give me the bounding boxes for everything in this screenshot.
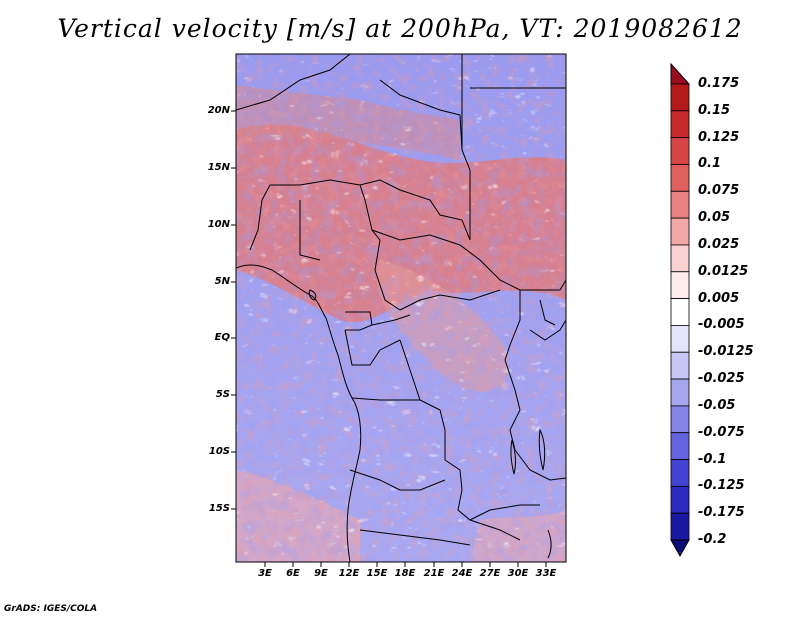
- lat-label: EQ: [214, 332, 230, 343]
- lon-label: 33E: [535, 568, 557, 579]
- lon-label: 30E: [507, 568, 529, 579]
- colorbar-segment: [670, 190, 690, 219]
- colorbar-segment: [670, 325, 690, 353]
- colorbar-label: -0.05: [698, 397, 736, 413]
- colorbar-segment: [670, 217, 690, 246]
- lon-label: 6E: [286, 568, 300, 579]
- lat-label: 10N: [207, 219, 230, 230]
- lon-label: 9E: [314, 568, 328, 579]
- map-frame: [235, 53, 567, 563]
- lon-label: 21E: [423, 568, 445, 579]
- colorbar-segment: [670, 244, 690, 273]
- colorbar-label: 0.005: [698, 290, 740, 306]
- colorbar-segment: [670, 405, 690, 434]
- axis-ticks: [231, 110, 547, 567]
- colorbar-label: -0.175: [698, 505, 745, 521]
- velocity-field: [236, 54, 566, 562]
- lat-label: 5S: [215, 389, 230, 400]
- lon-label: 18E: [394, 568, 416, 579]
- colorbar-segment: [670, 512, 690, 541]
- colorbar-label: -0.005: [698, 317, 745, 333]
- colorbar-segment: [670, 137, 690, 165]
- lat-label: 15N: [207, 162, 230, 173]
- lon-label: 24E: [451, 568, 473, 579]
- colorbar-segment: [670, 459, 690, 487]
- colorbar-segment: [670, 485, 690, 514]
- colorbar-label: -0.075: [698, 424, 745, 440]
- colorbar-segment: [670, 432, 690, 460]
- colorbar-segment: [670, 351, 690, 380]
- lat-label: 15S: [208, 503, 230, 514]
- lon-label: 15E: [366, 568, 388, 579]
- chart-title: Vertical velocity [m/s] at 200hPa, VT: 2…: [57, 14, 743, 43]
- colorbar-label: -0.025: [698, 371, 745, 387]
- colorbar-label: 0.175: [698, 76, 740, 91]
- colorbar-label: -0.1: [698, 451, 727, 467]
- colorbar-segment: [670, 271, 690, 299]
- lat-label: 10S: [208, 446, 230, 457]
- colorbar-segment: [670, 83, 690, 112]
- colorbar: [670, 62, 691, 558]
- colorbar-label: 0.075: [698, 183, 740, 199]
- lon-label: 3E: [258, 568, 272, 579]
- colorbar-label: 0.125: [698, 129, 740, 145]
- footer-credit: GrADS: IGES/COLA: [4, 604, 98, 614]
- colorbar-segment: [670, 298, 690, 326]
- country-borders: [236, 54, 566, 562]
- colorbar-label: -0.0125: [698, 344, 754, 360]
- colorbar-segment: [670, 378, 690, 407]
- colorbar-segment: [670, 164, 690, 192]
- colorbar-label: 0.0125: [698, 263, 749, 279]
- colorbar-bottom-arrow: [670, 539, 690, 558]
- colorbar-top-arrow: [670, 62, 691, 85]
- colorbar-label: 0.025: [698, 236, 740, 252]
- colorbar-label: 0.1: [698, 156, 722, 172]
- lon-label: 12E: [338, 568, 360, 579]
- lon-label: 27E: [479, 568, 501, 579]
- colorbar-segment: [670, 110, 690, 139]
- lat-label: 20N: [207, 105, 230, 116]
- colorbar-label: -0.2: [698, 532, 727, 547]
- lat-label: 5N: [214, 276, 230, 287]
- colorbar-label: 0.15: [698, 102, 731, 118]
- colorbar-label: 0.05: [698, 210, 731, 226]
- colorbar-label: -0.125: [698, 478, 745, 494]
